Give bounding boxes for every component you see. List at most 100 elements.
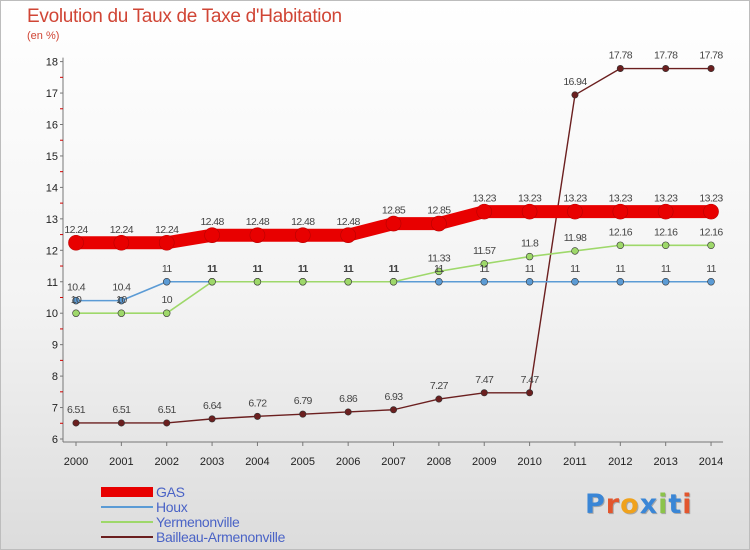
legend-swatch <box>101 506 153 508</box>
data-point-bailleau-armenonville <box>117 419 125 427</box>
data-label-houx: 11 <box>706 263 716 275</box>
x-tick-label: 2002 <box>154 456 178 468</box>
data-label-houx: 11 <box>252 263 263 275</box>
data-point-bailleau-armenonville <box>662 65 670 73</box>
data-point-bailleau-armenonville <box>571 91 579 99</box>
x-tick-label: 2009 <box>472 456 496 468</box>
data-label-bailleau-armenonville: 6.93 <box>384 391 403 403</box>
data-point-gas <box>431 215 447 232</box>
data-label-houx: 11 <box>661 263 671 275</box>
data-point-gas <box>385 215 402 232</box>
legend-label: GAS <box>156 484 185 500</box>
series-yermenonville <box>72 241 715 317</box>
data-label-houx: 11 <box>479 263 489 275</box>
series-gas <box>68 203 719 251</box>
data-point-gas <box>340 227 356 244</box>
data-label-yermenonville: 12.16 <box>654 226 678 238</box>
data-label-gas: 12.85 <box>382 205 406 217</box>
x-tick-label: 2004 <box>245 456 269 468</box>
data-label-yermenonville: 11.98 <box>564 232 587 244</box>
data-point-houx <box>117 296 126 305</box>
data-point-gas <box>567 203 583 220</box>
data-label-gas: 12.48 <box>291 216 315 228</box>
data-point-gas <box>703 203 719 220</box>
data-point-yermenonville <box>299 278 307 286</box>
y-tick-label: 7 <box>52 403 58 415</box>
data-point-bailleau-armenonville <box>707 65 715 73</box>
data-label-bailleau-armenonville: 7.47 <box>521 374 540 386</box>
data-label-bailleau-armenonville: 6.86 <box>339 393 358 405</box>
data-label-gas: 13.23 <box>563 193 587 205</box>
data-label-houx: 11 <box>389 263 400 275</box>
x-tick-label: 2010 <box>517 456 541 468</box>
data-point-gas <box>521 203 538 220</box>
data-point-bailleau-armenonville <box>526 389 534 397</box>
data-label-yermenonville: 11 <box>207 263 217 275</box>
x-tick-label: 2012 <box>608 456 632 468</box>
data-label-gas: 13.23 <box>654 193 678 205</box>
data-label-gas: 12.85 <box>427 205 451 217</box>
data-point-bailleau-armenonville <box>344 408 352 416</box>
data-label-yermenonville: 10 <box>161 294 172 306</box>
data-label-bailleau-armenonville: 17.78 <box>609 50 633 62</box>
data-point-gas <box>476 203 493 220</box>
legend-label: Yermenonville <box>156 514 240 530</box>
data-label-bailleau-armenonville: 6.72 <box>248 397 267 409</box>
data-point-bailleau-armenonville <box>435 395 443 403</box>
data-label-yermenonville: 11 <box>298 263 308 275</box>
data-point-houx <box>661 278 670 286</box>
x-tick-label: 2014 <box>699 456 723 468</box>
y-tick-label: 17 <box>46 88 58 100</box>
legend-swatch <box>101 536 153 538</box>
data-point-gas <box>612 203 629 220</box>
data-point-houx <box>72 296 80 305</box>
x-tick-label: 2006 <box>336 456 360 468</box>
data-point-gas <box>68 234 84 251</box>
data-label-gas: 13.23 <box>473 193 497 205</box>
data-label-bailleau-armenonville: 7.27 <box>430 380 449 392</box>
data-label-houx: 11 <box>434 263 444 275</box>
x-tick-label: 2005 <box>291 456 315 468</box>
data-point-bailleau-armenonville <box>390 406 398 414</box>
x-tick-label: 2000 <box>64 456 88 468</box>
data-label-houx: 11 <box>298 263 309 275</box>
data-label-yermenonville: 12.16 <box>699 226 723 238</box>
data-label-yermenonville: 11.57 <box>473 245 496 257</box>
data-point-yermenonville <box>707 241 715 249</box>
data-label-gas: 12.24 <box>110 224 134 236</box>
data-label-yermenonville: 12.16 <box>609 226 633 238</box>
x-tick-label: 2001 <box>109 456 133 468</box>
legend-swatch <box>101 487 153 497</box>
data-label-bailleau-armenonville: 17.78 <box>654 50 678 62</box>
data-label-gas: 12.48 <box>337 216 361 228</box>
data-label-yermenonville: 11.33 <box>428 252 451 264</box>
legend-swatch <box>101 521 153 523</box>
y-tick-label: 8 <box>52 371 58 383</box>
data-point-yermenonville <box>661 241 670 249</box>
data-label-houx: 10.4 <box>67 282 86 294</box>
x-tick-label: 2011 <box>563 456 587 468</box>
data-point-gas <box>158 234 175 251</box>
data-point-houx <box>163 278 171 286</box>
data-point-houx <box>525 278 534 286</box>
data-label-gas: 13.23 <box>518 193 542 205</box>
data-point-bailleau-armenonville <box>480 389 488 397</box>
data-label-yermenonville: 10 <box>71 294 82 306</box>
data-point-yermenonville <box>616 241 625 249</box>
data-label-houx: 11 <box>615 263 625 275</box>
data-point-yermenonville <box>480 260 488 268</box>
data-point-yermenonville <box>72 309 80 317</box>
data-point-yermenonville <box>344 278 352 286</box>
data-labels: 6.51 6.51 6.51 6.64 6.72 6.79 6.86 6.93 7.27 7.47… <box>64 50 724 416</box>
data-point-gas <box>657 203 674 220</box>
data-point-yermenonville <box>389 278 398 286</box>
series-layer <box>68 65 719 427</box>
data-point-houx <box>707 278 715 286</box>
data-label-bailleau-armenonville: 6.79 <box>294 395 313 407</box>
data-point-gas <box>294 227 311 244</box>
data-label-houx: 11 <box>343 263 354 275</box>
data-point-bailleau-armenonville <box>299 410 307 418</box>
series-bailleau-armenonville <box>72 65 715 427</box>
data-label-bailleau-armenonville: 6.64 <box>203 400 222 412</box>
legend-label: Houx <box>156 499 188 515</box>
